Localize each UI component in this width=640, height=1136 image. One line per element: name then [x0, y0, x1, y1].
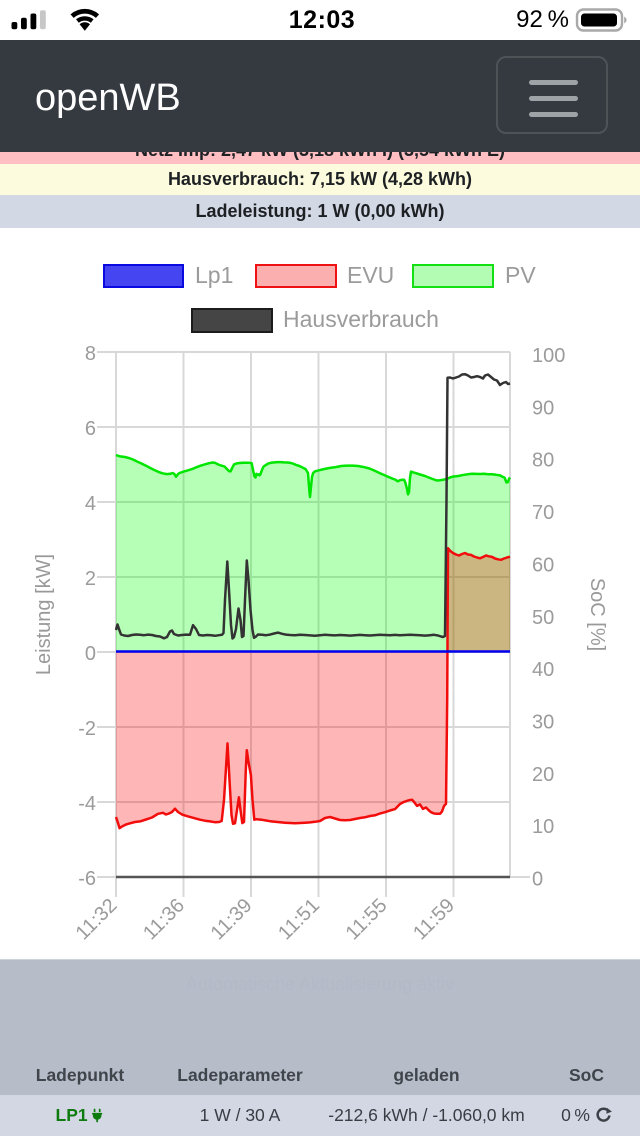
- svg-text:40: 40: [532, 659, 554, 681]
- svg-text:Leistung [kW]: Leistung [kW]: [33, 554, 55, 675]
- svg-text:8: 8: [85, 343, 96, 365]
- svg-text:4: 4: [85, 493, 96, 515]
- svg-text:2: 2: [85, 568, 96, 590]
- svg-text:-2: -2: [78, 718, 96, 740]
- svg-text:70: 70: [532, 502, 554, 524]
- svg-text:11:39: 11:39: [207, 894, 257, 944]
- svg-text:11:55: 11:55: [342, 894, 392, 944]
- svg-text:-4: -4: [78, 793, 96, 815]
- svg-text:60: 60: [532, 554, 554, 576]
- svg-text:0: 0: [85, 643, 96, 665]
- svg-text:11:36: 11:36: [139, 894, 189, 944]
- svg-text:11:51: 11:51: [274, 894, 324, 944]
- svg-text:90: 90: [532, 397, 554, 419]
- svg-text:50: 50: [532, 607, 554, 629]
- svg-text:6: 6: [85, 418, 96, 440]
- svg-text:0: 0: [532, 869, 543, 891]
- svg-text:11:59: 11:59: [409, 894, 459, 944]
- svg-text:10: 10: [532, 816, 554, 838]
- svg-text:80: 80: [532, 450, 554, 472]
- svg-text:30: 30: [532, 711, 554, 733]
- svg-text:100: 100: [532, 345, 565, 367]
- svg-text:SoC [%]: SoC [%]: [586, 578, 608, 651]
- svg-text:20: 20: [532, 764, 554, 786]
- svg-text:11:32: 11:32: [72, 894, 122, 944]
- svg-text:-6: -6: [78, 868, 96, 890]
